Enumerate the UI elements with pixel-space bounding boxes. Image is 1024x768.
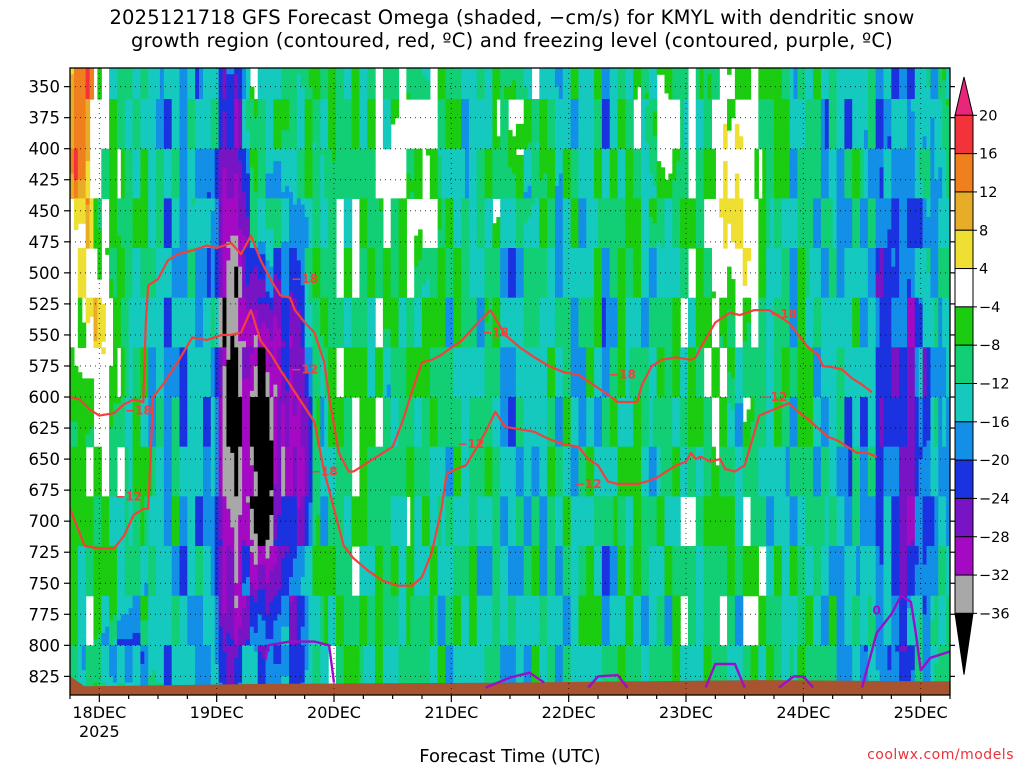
colorbar-label: −32 — [979, 568, 1010, 584]
y-tick-label-400: 400 — [29, 140, 61, 159]
colorbar-label: 4 — [979, 262, 988, 278]
terrain-fill — [70, 676, 950, 695]
colorbar-label: −12 — [979, 377, 1010, 393]
y-tick-label-650: 650 — [29, 450, 61, 469]
colorbar-label: −16 — [979, 415, 1010, 431]
colorbar-label: −4 — [979, 300, 1000, 316]
grid-lines — [70, 68, 950, 695]
y-tick-label-350: 350 — [29, 78, 61, 97]
x-tick-label-22DEC: 22DEC — [542, 703, 596, 722]
freezing-level-contour-0 — [264, 640, 336, 683]
dgz-contour-label: −12 — [575, 477, 602, 491]
colorbar-band-10 — [954, 459, 974, 499]
y-tick-label-450: 450 — [29, 202, 61, 221]
x-tick-label-20DEC: 20DEC — [307, 703, 361, 722]
y-tick-label-675: 675 — [29, 481, 61, 500]
y-tick-label-600: 600 — [29, 388, 61, 407]
y-tick-label-550: 550 — [29, 326, 61, 345]
x-tick-label-25DEC: 25DEC — [894, 703, 948, 722]
y-tick-label-725: 725 — [29, 543, 61, 562]
x-axis-label: Forecast Time (UTC) — [380, 746, 640, 767]
freezing-level-contour-1 — [485, 671, 545, 689]
colorbar-band-1 — [954, 114, 974, 155]
dgz-contour-label: −18 — [482, 325, 509, 339]
x-tick-label-18DEC: 18DEC — [72, 703, 126, 722]
y-tick-label-375: 375 — [29, 109, 61, 128]
chart-title-line2: growth region (contoured, red, ºC) and f… — [0, 29, 1024, 52]
colorbar-label: 12 — [979, 185, 997, 201]
dgz-contour-label: −12 — [291, 363, 318, 377]
y-tick-label-625: 625 — [29, 419, 61, 438]
freezing-level-contour-4 — [778, 675, 815, 689]
omega-shaded-field — [70, 68, 950, 695]
colorbar-band-6 — [954, 306, 974, 346]
x-tick-label-19DEC: 19DEC — [190, 703, 244, 722]
colorbar-label: −20 — [979, 453, 1010, 469]
colorbar-top-arrow — [954, 76, 974, 116]
colorbar-band-9 — [954, 421, 974, 461]
x-tick-sublabel: 2025 — [79, 722, 120, 741]
colorbar-band-8 — [954, 383, 974, 423]
y-tick-label-525: 525 — [29, 295, 61, 314]
dgz-contour-label: −18 — [125, 404, 152, 418]
colorbar-band-12 — [954, 536, 974, 576]
y-tick-label-775: 775 — [29, 605, 61, 624]
contour-layer: −18−18−18−18−18−18−12−12−12−12−120 — [70, 234, 950, 689]
colorbar-band-7 — [954, 344, 974, 384]
colorbar-band-4 — [954, 229, 974, 270]
colorbar-label: 16 — [979, 147, 997, 163]
x-tick-label-24DEC: 24DEC — [776, 703, 830, 722]
colorbar-label: −8 — [979, 338, 1000, 354]
colorbar: 20 16 12 8 4 −4 −8 −12 −16 −20 −24 −28 −32 −36 — [954, 76, 1010, 675]
y-tick-label-475: 475 — [29, 233, 61, 252]
colorbar-label: −36 — [979, 606, 1010, 622]
x-tick-label-21DEC: 21DEC — [424, 703, 478, 722]
dgz-contour-label: −18 — [770, 307, 797, 321]
freezing-level-contour-5 — [860, 594, 950, 688]
y-tick-label-825: 825 — [29, 667, 61, 686]
chart-title: 2025121718 GFS Forecast Omega (shaded, −… — [0, 6, 1024, 52]
y-tick-label-700: 700 — [29, 512, 61, 531]
colorbar-label: −28 — [979, 530, 1010, 546]
dgz-contour-label: −12 — [458, 437, 485, 451]
y-tick-label-575: 575 — [29, 357, 61, 376]
colorbar-band-5 — [954, 268, 974, 308]
colorbar-band-2 — [954, 153, 974, 193]
colorbar-band-13 — [954, 574, 974, 614]
dgz-contour-label: −18 — [291, 272, 318, 286]
dgz-contour-0 — [70, 234, 873, 473]
axes: 350 375 400 425 450 475 500 525 550 575 600 625 650 6… — [29, 78, 955, 741]
colorbar-band-11 — [954, 497, 974, 538]
dgz-contour-label: −12 — [761, 390, 788, 404]
dgz-contour-label: −18 — [609, 368, 636, 382]
chart-title-line1: 2025121718 GFS Forecast Omega (shaded, −… — [0, 6, 1024, 29]
dgz-contour-1 — [70, 309, 878, 587]
dgz-contour-label: −12 — [115, 489, 142, 503]
freezing-level-contour-2 — [587, 673, 629, 689]
colorbar-bottom-arrow — [954, 612, 974, 675]
colorbar-label: 8 — [979, 223, 988, 239]
colorbar-label: −24 — [979, 491, 1010, 507]
source-credit: coolwx.com/models — [867, 747, 1014, 763]
y-tick-label-425: 425 — [29, 171, 61, 190]
freezing-level-label: 0 — [872, 604, 880, 618]
freezing-level-contour-3 — [704, 662, 746, 689]
colorbar-band-3 — [954, 191, 974, 231]
y-tick-label-800: 800 — [29, 636, 61, 655]
y-tick-label-750: 750 — [29, 574, 61, 593]
y-tick-label-500: 500 — [29, 264, 61, 283]
colorbar-label: 20 — [979, 108, 997, 124]
x-tick-label-23DEC: 23DEC — [659, 703, 713, 722]
